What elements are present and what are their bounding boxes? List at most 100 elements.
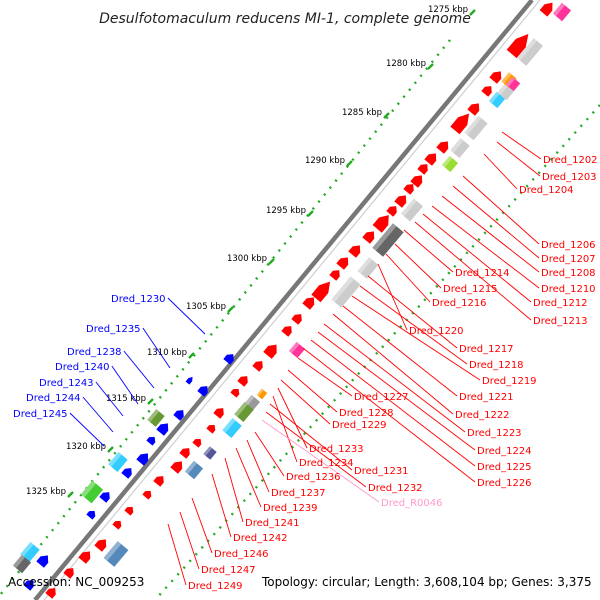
gene-label-dred_1237[interactable]: Dred_1237: [271, 488, 326, 499]
gene-label-dred_1243[interactable]: Dred_1243: [39, 378, 94, 389]
leader-line: [302, 347, 476, 483]
gene-label-dred_1233[interactable]: Dred_1233: [309, 444, 364, 455]
gene-arrow: [450, 113, 470, 135]
tick-label: 1280 kbp: [386, 59, 426, 69]
leader-line: [441, 195, 540, 273]
gene-label-dred_1236[interactable]: Dred_1236: [286, 472, 341, 483]
gene-label-dred_1222[interactable]: Dred_1222: [455, 410, 510, 421]
gene-arrow: [63, 568, 74, 579]
outer-dot-track: [0, 39, 451, 596]
gene-label-dred_1246[interactable]: Dred_1246: [214, 549, 269, 560]
reverse-gene-arrow: [36, 555, 49, 568]
tick-label: 1310 kbp: [147, 348, 187, 358]
gene-arrow: [436, 141, 449, 154]
reverse-gene-arrow: [197, 386, 208, 397]
leader-line: [191, 497, 213, 554]
gene-label-dred_1216[interactable]: Dred_1216: [432, 298, 487, 309]
leader-line: [377, 263, 408, 331]
leader-line: [394, 243, 442, 289]
tick-label: 1290 kbp: [305, 156, 345, 166]
tick-mark: [469, 9, 476, 16]
gene-box: [441, 155, 459, 173]
gene-label-dred_1238[interactable]: Dred_1238: [67, 347, 122, 358]
gene-box: [184, 460, 204, 480]
gene-label-dred_1226[interactable]: Dred_1226: [477, 478, 532, 489]
leader-line: [385, 253, 431, 303]
gene-label-dred_1204[interactable]: Dred_1204: [519, 185, 574, 196]
reverse-gene-box: [12, 554, 32, 574]
gene-label-dred_1208[interactable]: Dred_1208: [541, 268, 596, 279]
leader-line: [431, 205, 540, 289]
leader-line: [272, 395, 298, 463]
gene-label-dred_1234[interactable]: Dred_1234: [299, 458, 354, 469]
gene-label-dred_1235[interactable]: Dred_1235: [86, 324, 141, 335]
gene-label-dred_1220[interactable]: Dred_1220: [409, 326, 464, 337]
gene-label-dred_1244[interactable]: Dred_1244: [26, 393, 81, 404]
gene-label-dred_1219[interactable]: Dred_1219: [482, 376, 537, 387]
gene-label-dred_1202[interactable]: Dred_1202: [543, 155, 598, 166]
inner-dot-track: [154, 104, 600, 600]
leader-line: [280, 379, 331, 425]
gene-arrow: [424, 153, 437, 166]
gene-label-dred_1229[interactable]: Dred_1229: [332, 420, 387, 431]
gene-label-dred_1245[interactable]: Dred_1245: [13, 409, 68, 420]
gene-arrow: [539, 2, 553, 17]
gene-label-dred_1203[interactable]: Dred_1203: [542, 172, 597, 183]
tick-mark: [147, 398, 154, 405]
gene-box: [450, 138, 470, 158]
gene-label-dred_1221[interactable]: Dred_1221: [459, 392, 514, 403]
leader-line: [123, 350, 155, 389]
gene-label-dred_1242[interactable]: Dred_1242: [233, 533, 288, 544]
leader-line: [359, 285, 468, 365]
gene-label-dred_r0046[interactable]: Dred_R0046: [381, 498, 443, 509]
reverse-gene-arrow: [173, 410, 184, 421]
gene-label-dred_1224[interactable]: Dred_1224: [477, 446, 532, 457]
leader-line: [224, 457, 244, 523]
tick-label: 1295 kbp: [266, 206, 306, 216]
leader-line: [501, 131, 542, 160]
map-title: Desulfotomaculum reducens MI-1, complete…: [99, 11, 471, 27]
gene-label-dred_1241[interactable]: Dred_1241: [245, 518, 300, 529]
gene-box: [256, 388, 268, 400]
gene-arrow: [124, 506, 134, 516]
leader-line: [269, 403, 353, 471]
gene-label-dred_1228[interactable]: Dred_1228: [339, 408, 394, 419]
leader-line: [342, 305, 458, 397]
gene-label-dred_1214[interactable]: Dred_1214: [455, 268, 510, 279]
gene-label-dred_1247[interactable]: Dred_1247: [201, 565, 256, 576]
gene-arrow: [206, 424, 216, 434]
leader-line: [69, 412, 105, 447]
gene-label-dred_1217[interactable]: Dred_1217: [459, 344, 514, 355]
gene-box: [400, 198, 424, 222]
leader-line: [317, 331, 476, 451]
gene-label-dred_1225[interactable]: Dred_1225: [477, 462, 532, 473]
leader-line: [265, 411, 367, 488]
leader-line: [261, 419, 380, 503]
tick-label: 1300 kbp: [227, 254, 267, 264]
gene-label-dred_1210[interactable]: Dred_1210: [541, 284, 596, 295]
summary-text: Topology: circular; Length: 3,608,104 bp…: [261, 575, 592, 589]
leader-line: [351, 295, 481, 381]
gene-label-dred_1213[interactable]: Dred_1213: [533, 316, 588, 327]
gene-label-dred_1215[interactable]: Dred_1215: [443, 284, 498, 295]
gene-arrow: [336, 257, 349, 270]
gene-label-dred_1249[interactable]: Dred_1249: [188, 581, 243, 592]
gene-label-dred_1212[interactable]: Dred_1212: [533, 298, 588, 309]
gene-label-dred_1227[interactable]: Dred_1227: [354, 392, 409, 403]
leader-line: [254, 431, 285, 477]
gene-arrow: [403, 184, 414, 195]
gene-label-dred_1218[interactable]: Dred_1218: [469, 360, 524, 371]
tick-label: 1275 kbp: [428, 5, 468, 15]
gene-arrow: [394, 195, 407, 208]
gene-box: [505, 76, 521, 92]
leader-line: [452, 185, 540, 259]
gene-label-dred_1207[interactable]: Dred_1207: [541, 254, 596, 265]
gene-label-dred_1230[interactable]: Dred_1230: [111, 294, 166, 305]
gene-label-dred_1232[interactable]: Dred_1232: [368, 483, 423, 494]
gene-label-dred_1239[interactable]: Dred_1239: [263, 503, 318, 514]
reverse-gene-arrow: [146, 436, 156, 446]
gene-label-dred_1240[interactable]: Dred_1240: [55, 362, 110, 373]
gene-label-dred_1206[interactable]: Dred_1206: [541, 240, 596, 251]
gene-label-dred_1231[interactable]: Dred_1231: [354, 466, 409, 477]
gene-label-dred_1223[interactable]: Dred_1223: [467, 428, 522, 439]
